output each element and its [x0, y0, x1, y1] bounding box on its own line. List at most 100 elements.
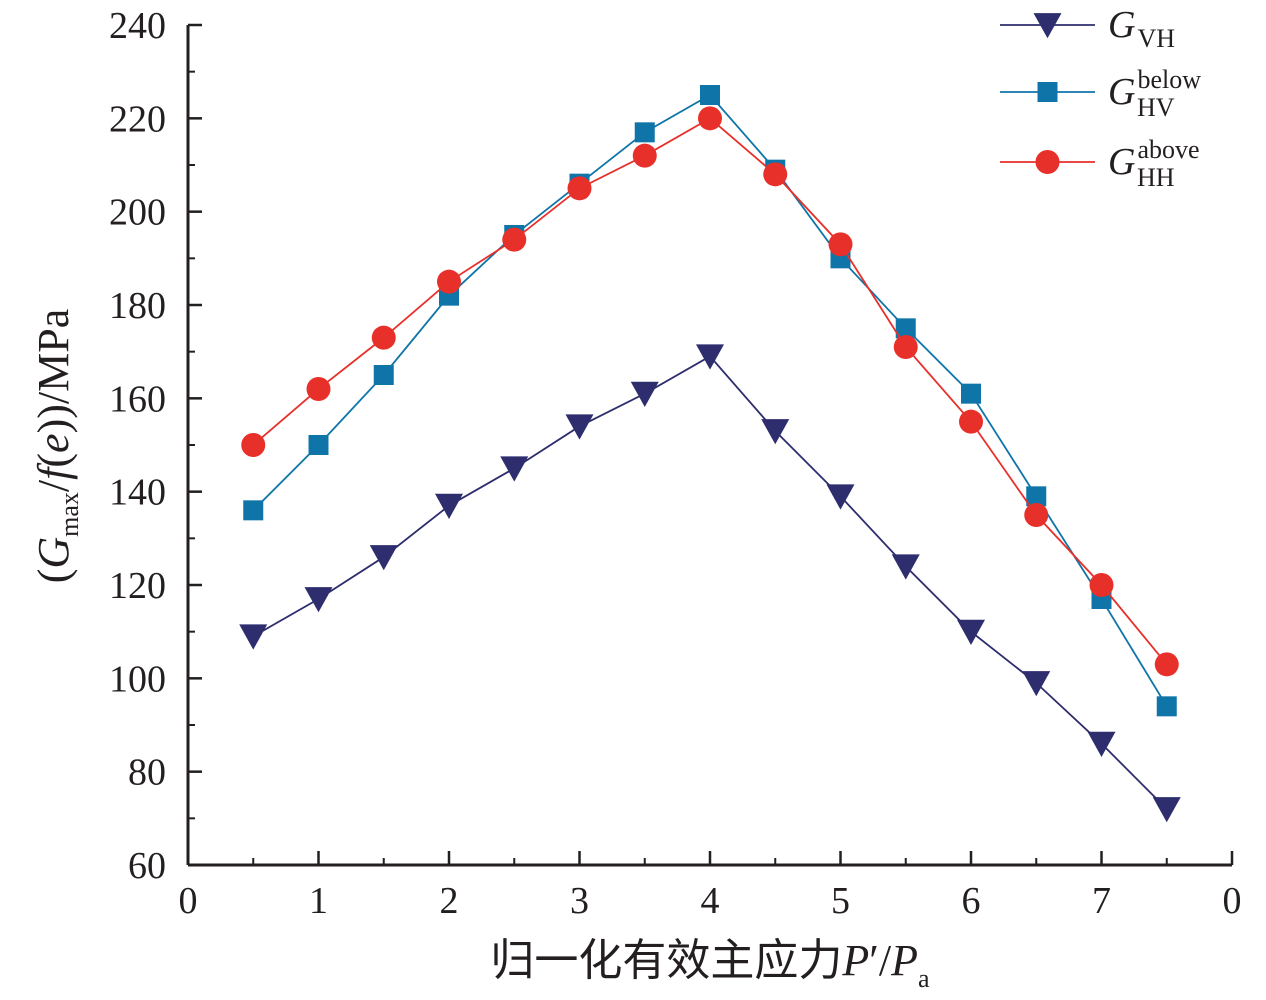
legend-vh-marker	[1033, 13, 1062, 39]
y-axis-title-arg: e	[29, 433, 78, 453]
legend-item-vh: GVH	[1000, 4, 1175, 53]
series-hv	[243, 85, 1177, 717]
x-axis-title-var2: P	[890, 936, 918, 985]
series-hh-point-11	[959, 409, 983, 434]
y-tick-label-3: 120	[109, 565, 166, 607]
series-vh-point-5	[565, 414, 594, 440]
legend-vh-name: G	[1108, 4, 1135, 46]
series-hh-point-5	[567, 176, 592, 201]
y-tick-label-5: 160	[109, 378, 166, 420]
y-axis-title-middle: /	[29, 479, 78, 492]
y-tick-label-1: 80	[128, 752, 166, 794]
y-axis-title-paren-close: ))	[29, 404, 78, 433]
y-axis-title: (Gmax/f(e))/MPa	[29, 309, 84, 584]
series-layer	[239, 85, 1181, 823]
series-hh-point-6	[632, 143, 657, 168]
x-tick-label-1: 1	[309, 880, 328, 922]
series-vh-point-2	[369, 545, 398, 571]
y-axis-title-sub: max	[55, 492, 84, 537]
y-axis-title-paren-open: (	[29, 453, 78, 468]
series-hh-point-1	[306, 377, 331, 401]
series-hh-point-10	[893, 335, 918, 359]
series-hh-point-12	[1024, 503, 1049, 527]
x-tick-label-8: 0	[1223, 880, 1242, 922]
series-vh-point-8	[761, 419, 790, 445]
series-hv-point-1	[308, 435, 329, 455]
x-tick-label-5: 5	[831, 880, 850, 922]
y-tick-label-8: 220	[109, 98, 166, 140]
series-vh-point-4	[500, 456, 529, 482]
series-hv-line	[252, 93, 1168, 707]
series-vh-point-12	[1022, 671, 1051, 697]
x-tick-label-3: 3	[570, 880, 589, 922]
x-axis-title: 归一化有效主应力P′/Pa	[490, 936, 930, 993]
y-tick-label-6: 180	[109, 285, 166, 327]
series-vh-point-13	[1087, 731, 1116, 757]
series-hv-point-14	[1156, 696, 1177, 717]
x-axis-title-sub: a	[918, 964, 930, 993]
legend-vh-sub: VH	[1137, 24, 1175, 53]
legend-hh-marker	[1035, 150, 1060, 174]
series-hv-point-11	[961, 383, 981, 404]
axes: 0 1 2 3 4 5 6 7 0 60 80 100 120 140 160 180 200 220 240	[109, 5, 1242, 922]
x-tick-label-7: 7	[1092, 880, 1111, 922]
y-axis-title-var: G	[29, 537, 78, 569]
series-vh-point-6	[630, 381, 659, 407]
y-tick-label-4: 140	[109, 472, 166, 514]
legend-item-hv: Gbelow HV	[1000, 65, 1201, 122]
series-vh-point-1	[304, 587, 333, 613]
y-axis-title-unit: /MPa	[29, 309, 78, 404]
series-hv-point-0	[243, 500, 264, 521]
series-vh-point-11	[957, 619, 985, 645]
series-vh-point-9	[826, 484, 855, 510]
series-vh-point-10	[891, 554, 920, 580]
x-tick-label-4: 4	[701, 880, 720, 922]
series-vh-point-7	[696, 344, 724, 370]
series-vh-line	[252, 355, 1168, 810]
y-tick-label-7: 200	[109, 192, 166, 234]
series-hv-point-2	[373, 365, 394, 385]
series-vh	[239, 344, 1181, 823]
series-vh-point-14	[1152, 797, 1181, 823]
x-axis-title-prefix: 归一化有效主应力	[490, 936, 842, 985]
legend-item-hh: Gabove HH	[1000, 135, 1200, 192]
y-tick-label-9: 240	[109, 5, 166, 47]
series-hh-point-4	[502, 227, 527, 252]
y-tick-label-0: 60	[128, 845, 166, 887]
legend-hv-label: Gbelow HV	[1108, 65, 1201, 122]
legend-hh-name: G	[1108, 141, 1135, 183]
series-hh-point-7	[698, 106, 722, 131]
series-hv-point-6	[634, 122, 655, 143]
x-tick-label-0: 0	[179, 880, 198, 922]
x-axis-title-var: P	[841, 936, 869, 985]
legend-hh-label: Gabove HH	[1108, 135, 1200, 192]
series-hh-point-9	[828, 232, 853, 257]
legend-hh-sub: HH	[1137, 163, 1175, 192]
series-hh-line	[252, 117, 1168, 665]
series-hv-point-10	[895, 318, 916, 339]
x-axis-title-prime: ′	[869, 936, 879, 985]
legend-hv-marker	[1037, 82, 1058, 102]
series-vh-point-0	[239, 624, 268, 650]
x-tick-label-6: 6	[962, 880, 981, 922]
series-hh-point-14	[1154, 652, 1179, 677]
legend-hv-sup: below	[1137, 65, 1201, 94]
series-hv-point-12	[1026, 486, 1047, 507]
legend-hh-sup: above	[1137, 135, 1199, 164]
series-hh-point-3	[437, 269, 461, 294]
series-hh-point-8	[763, 162, 788, 187]
legend-hv-name: G	[1108, 71, 1135, 113]
axis-titles: 归一化有效主应力P′/Pa (Gmax/f(e))/MPa	[29, 309, 930, 993]
x-tick-label-2: 2	[440, 880, 459, 922]
series-hh-point-2	[371, 325, 396, 350]
y-tick-label-2: 100	[109, 658, 166, 700]
series-hh-point-13	[1089, 573, 1114, 597]
series-hv-point-7	[700, 85, 720, 105]
series-vh-point-3	[435, 493, 463, 519]
series-hh-point-0	[241, 433, 266, 457]
legend-vh-label: GVH	[1108, 4, 1175, 53]
x-axis-title-slash: /	[879, 936, 892, 985]
legend-hv-sub: HV	[1137, 93, 1175, 122]
